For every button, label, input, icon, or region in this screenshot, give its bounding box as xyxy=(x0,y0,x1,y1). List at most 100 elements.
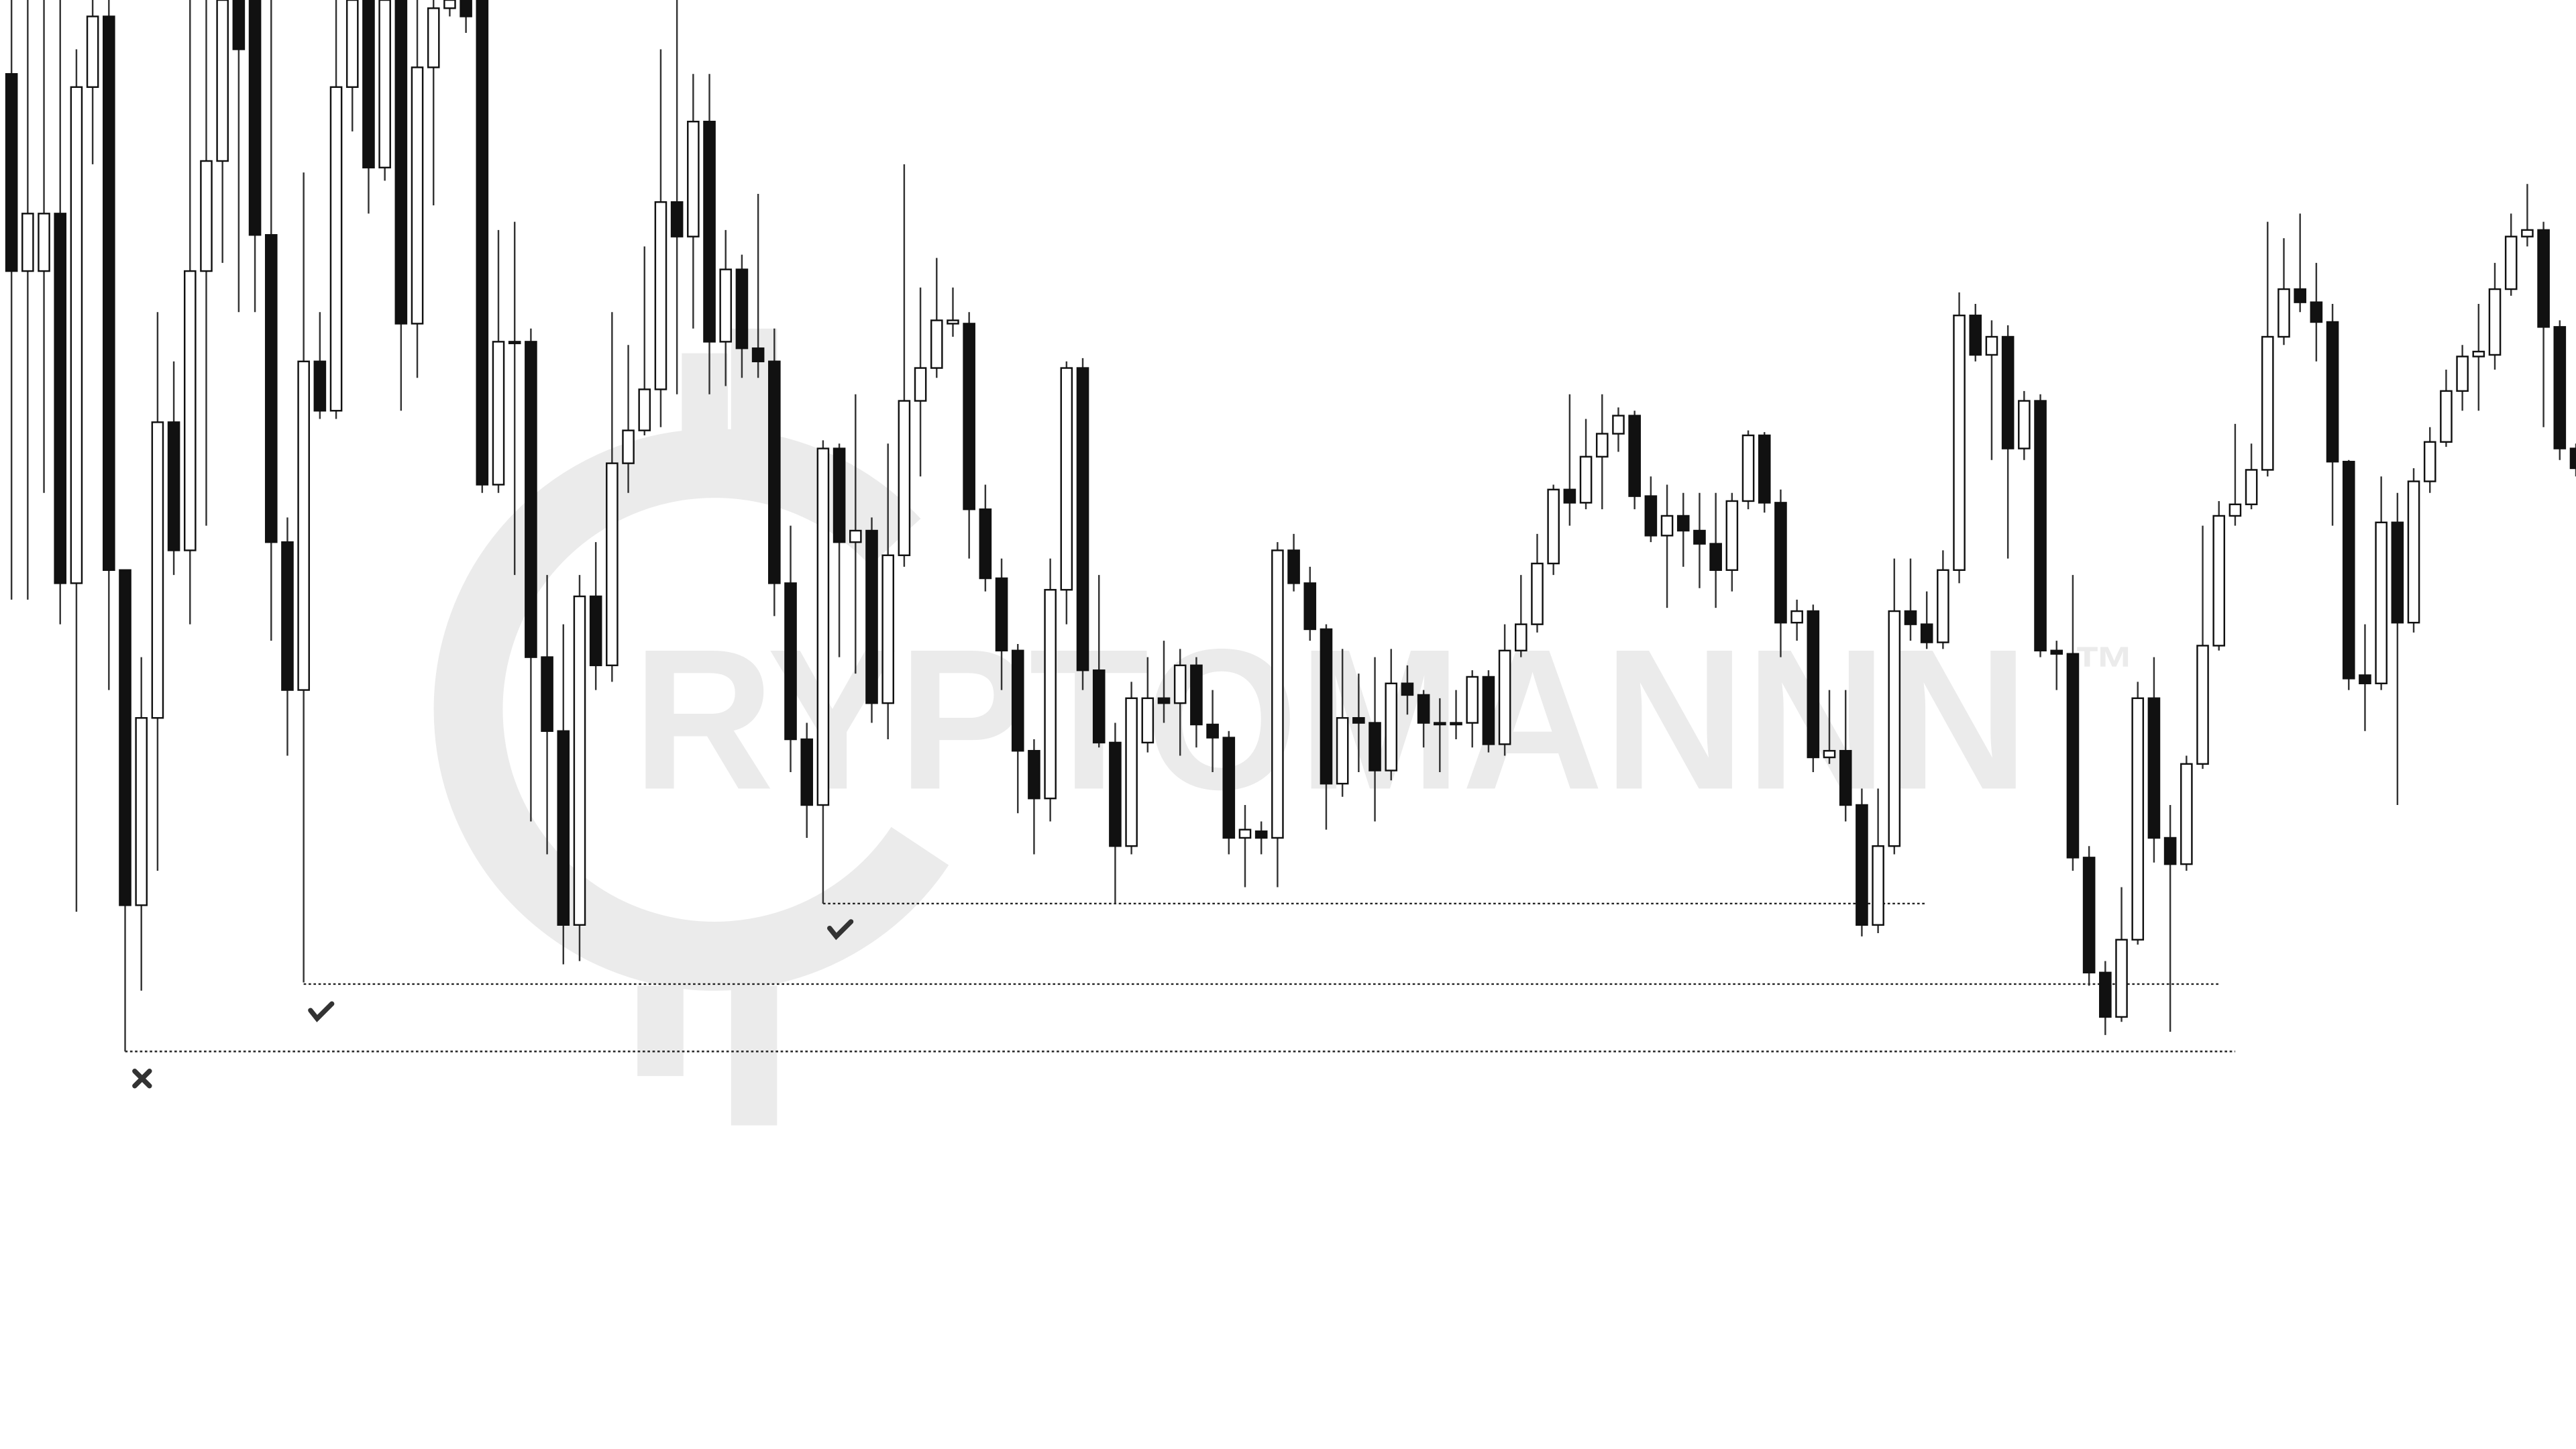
candle-body xyxy=(1758,434,1771,504)
candle-body xyxy=(443,0,456,9)
candle-body xyxy=(2310,301,2323,323)
candle-body xyxy=(2423,441,2436,482)
candle-body xyxy=(2407,480,2420,624)
candle-body xyxy=(2294,288,2306,303)
candle-body xyxy=(865,529,878,704)
candle-body xyxy=(1092,669,1106,744)
candle-body xyxy=(329,86,343,412)
candle-body xyxy=(670,201,684,237)
candle-body xyxy=(1985,335,1998,356)
candle-body xyxy=(2001,335,2015,449)
candle-body xyxy=(2229,503,2242,517)
candle-body xyxy=(2488,288,2502,356)
candle-body xyxy=(248,0,262,236)
candle-body xyxy=(345,0,359,89)
candle-body xyxy=(1076,367,1089,672)
candle-body xyxy=(2261,335,2274,471)
candle-body xyxy=(394,0,408,325)
candle-body xyxy=(427,7,440,68)
candle-body xyxy=(378,0,391,169)
candle-body xyxy=(2472,350,2485,358)
candle-body xyxy=(1238,828,1252,839)
watermark-logo xyxy=(637,985,684,1077)
candle-body xyxy=(1823,749,1836,759)
candle-body xyxy=(1725,500,1739,572)
candle-body xyxy=(1482,676,1495,745)
candle-body xyxy=(1969,314,1982,356)
candle-body xyxy=(1790,610,1803,624)
candle-body xyxy=(2245,469,2258,506)
candle-body xyxy=(1303,582,1317,631)
candle-body xyxy=(492,341,505,486)
candle-body xyxy=(1450,722,1462,726)
candle-body xyxy=(1920,623,1933,643)
candle-body xyxy=(1514,623,1527,652)
candle-body xyxy=(800,738,814,806)
candle-body xyxy=(1579,455,1593,504)
candle-body xyxy=(103,15,115,572)
candle-body xyxy=(2342,460,2355,680)
candle-body xyxy=(183,270,197,551)
candle-body xyxy=(1109,741,1122,847)
candle-body xyxy=(2212,515,2226,647)
candle-body xyxy=(2456,356,2469,392)
candle-body xyxy=(1060,367,1073,591)
candle-body xyxy=(1644,495,1658,537)
watermark: RYPTOMANNN ™ xyxy=(433,328,2136,1126)
candle-body xyxy=(768,360,781,584)
candle-body xyxy=(573,595,586,926)
candle-body xyxy=(995,577,1008,652)
candle-body xyxy=(38,213,50,272)
candle-body xyxy=(1628,415,1641,497)
candle-body xyxy=(2180,763,2193,865)
candle-body xyxy=(2391,521,2404,624)
candle-body xyxy=(1434,722,1446,726)
candle-body xyxy=(2115,938,2128,1018)
candle-body xyxy=(719,268,733,343)
candle-body xyxy=(849,529,862,543)
check-icon xyxy=(308,1001,335,1022)
candle-body xyxy=(703,120,716,343)
candle-body xyxy=(606,462,619,667)
candle-body xyxy=(2099,971,2112,1018)
watermark-logo xyxy=(682,353,728,444)
candle-body xyxy=(1368,722,1381,771)
candle-body xyxy=(2018,400,2031,449)
candle-body xyxy=(2147,697,2161,839)
candle-body xyxy=(816,447,830,806)
candle-body xyxy=(1173,664,1187,704)
candle-body xyxy=(281,541,294,691)
candle-body xyxy=(362,0,375,169)
candle-body xyxy=(135,716,148,906)
candle-body xyxy=(1417,694,1430,724)
candle-body xyxy=(70,86,83,584)
candle-body xyxy=(1401,682,1414,696)
candle-body xyxy=(2521,229,2534,237)
candle-body xyxy=(2440,390,2453,443)
candle-body xyxy=(297,360,310,691)
candle-body xyxy=(2359,674,2371,685)
candle-body xyxy=(508,341,521,345)
candle-body xyxy=(167,421,180,551)
watermark-trademark: ™ xyxy=(2074,634,2136,704)
candle-body xyxy=(2375,521,2387,684)
candle-body xyxy=(1693,529,1706,545)
candle-body xyxy=(2196,645,2209,765)
candle-body xyxy=(2082,857,2096,974)
candle-body xyxy=(654,201,667,390)
candle-body xyxy=(1937,569,1949,643)
candle-body xyxy=(1466,676,1479,724)
candle-body xyxy=(1676,515,1690,532)
candle-body xyxy=(2504,235,2518,290)
candle-body xyxy=(2553,326,2567,449)
candle-body xyxy=(313,360,327,412)
candle-body xyxy=(881,554,894,704)
candle-body xyxy=(1872,845,1884,926)
candle-body xyxy=(2034,400,2047,652)
candle-body xyxy=(200,160,213,272)
candle-body xyxy=(411,66,424,325)
candle-body xyxy=(2277,288,2290,338)
candle-body xyxy=(1222,737,1236,839)
candle-body xyxy=(751,347,765,362)
